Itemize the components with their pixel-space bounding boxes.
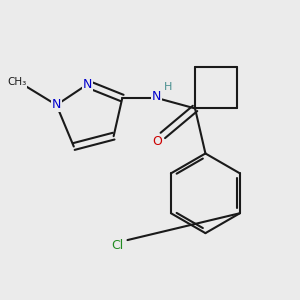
Text: O: O [152, 135, 162, 148]
Text: Cl: Cl [111, 239, 123, 252]
Text: N: N [52, 98, 61, 112]
Text: CH₃: CH₃ [7, 77, 26, 88]
Text: N: N [152, 90, 161, 103]
Text: H: H [164, 82, 172, 92]
Text: N: N [83, 78, 92, 91]
